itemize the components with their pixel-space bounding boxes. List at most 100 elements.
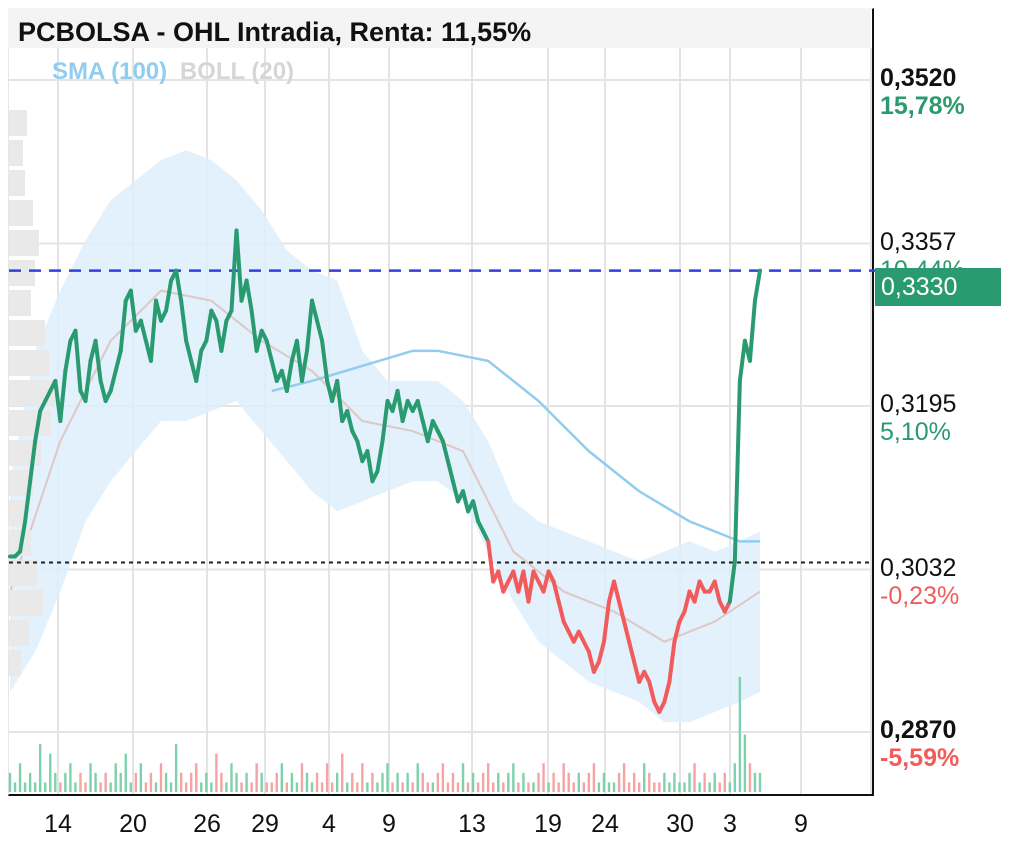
legend-boll[interactable]: BOLL (20) (179, 58, 295, 85)
price-segment-21 (108, 368, 118, 393)
price-segment-79 (400, 398, 410, 424)
volume-bar-31 (164, 772, 168, 792)
volume-bar-8 (49, 753, 52, 792)
volume-bar-89 (456, 782, 460, 792)
volume-bar-38 (200, 782, 203, 792)
volume-bar-55 (285, 782, 289, 792)
x-tick-7: 19 (534, 810, 562, 838)
volume-bar-50 (260, 772, 263, 792)
volume-bar-121 (617, 772, 621, 792)
volume-bar-42 (220, 772, 223, 792)
legend-sma[interactable]: SMA (100) (52, 58, 168, 85)
sma-line (271, 349, 760, 543)
price-segment-59 (299, 348, 309, 383)
price-segment-70 (355, 439, 365, 464)
volume-bar-30 (159, 763, 163, 792)
volume-bar-0 (8, 772, 12, 792)
volume-bar-12 (69, 763, 72, 792)
volume-profile-bar-17 (9, 620, 29, 646)
volume-bar-28 (149, 772, 153, 792)
volume-bar-92 (471, 772, 475, 792)
volume-bar-141 (718, 782, 721, 792)
volume-bar-137 (698, 782, 701, 792)
price-segment-116 (586, 649, 596, 674)
x-tick-5: 9 (382, 810, 396, 838)
price-segment-38 (194, 348, 204, 383)
volume-bar-110 (562, 763, 565, 792)
price-segment-133 (672, 619, 682, 644)
volume-bar-19 (104, 772, 107, 792)
volume-bar-82 (421, 772, 424, 792)
price-segment-50 (254, 328, 264, 353)
volume-profile-bar-13 (9, 500, 27, 526)
price-tick-4: 0,2870 (880, 716, 957, 744)
volume-bar-80 (411, 782, 414, 792)
volume-bar-74 (381, 772, 384, 792)
volume-bar-120 (612, 782, 616, 792)
volume-bar-40 (210, 782, 213, 792)
volume-bar-18 (99, 782, 102, 792)
volume-bar-53 (275, 772, 278, 792)
volume-bar-98 (502, 782, 505, 792)
price-segment-91 (461, 489, 471, 514)
volume-profile-bar-7 (9, 320, 45, 346)
volume-profile-bar-10 (9, 410, 51, 436)
pct-tick-0: 15,78% (880, 92, 965, 120)
volume-bar-101 (517, 782, 520, 792)
volume-bar-131 (668, 782, 671, 792)
volume-bar-17 (94, 772, 97, 792)
volume-bar-29 (154, 782, 158, 792)
volume-bar-25 (134, 772, 138, 792)
price-segment-131 (662, 679, 672, 704)
volume-bar-37 (195, 763, 198, 792)
volume-bar-105 (537, 772, 540, 792)
volume-bar-145 (738, 677, 742, 792)
volume-bar-103 (527, 782, 530, 792)
volume-profile-bar-16 (9, 590, 43, 616)
volume-bar-6 (39, 744, 42, 792)
volume-profile-bar-15 (9, 560, 37, 586)
volume-bar-144 (733, 763, 737, 792)
price-segment-6 (33, 409, 43, 444)
x-tick-10: 3 (723, 810, 737, 838)
volume-bar-33 (174, 744, 178, 792)
volume-bar-57 (295, 782, 299, 792)
price-segment-146 (737, 338, 747, 383)
volume-bar-51 (265, 782, 268, 792)
volume-bar-108 (552, 772, 555, 792)
volume-bar-87 (446, 782, 450, 792)
price-segment-75 (380, 398, 390, 444)
volume-bar-26 (139, 763, 143, 792)
price-segment-74 (375, 439, 385, 474)
volume-bar-70 (361, 763, 364, 792)
price-segment-149 (752, 268, 762, 303)
volume-bar-118 (602, 772, 606, 792)
volume-bar-102 (522, 772, 525, 792)
price-segment-122 (617, 599, 627, 624)
x-tick-6: 13 (458, 810, 486, 838)
legend: SMA (100) BOLL (20) (52, 58, 294, 86)
price-segment-63 (320, 338, 330, 383)
volume-bar-14 (79, 772, 82, 792)
volume-bar-16 (89, 763, 92, 792)
volume-bar-85 (436, 772, 440, 792)
volume-bar-129 (658, 782, 661, 792)
volume-bar-106 (542, 763, 545, 792)
volume-bar-78 (401, 782, 404, 792)
price-segment-68 (345, 409, 355, 434)
volume-profile-bar-4 (9, 230, 39, 256)
volume-bar-65 (335, 772, 339, 792)
volume-bar-88 (451, 772, 455, 792)
price-segment-96 (486, 539, 496, 584)
volume-bar-149 (758, 772, 762, 792)
volume-bar-128 (653, 782, 656, 792)
price-segment-132 (667, 639, 677, 684)
price-segment-110 (556, 599, 566, 624)
x-tick-2: 26 (193, 810, 221, 838)
x-tick-0: 14 (44, 810, 72, 838)
volume-bar-96 (492, 782, 495, 792)
volume-bar-123 (627, 782, 631, 792)
volume-bar-44 (230, 763, 233, 792)
volume-bar-13 (74, 782, 77, 792)
